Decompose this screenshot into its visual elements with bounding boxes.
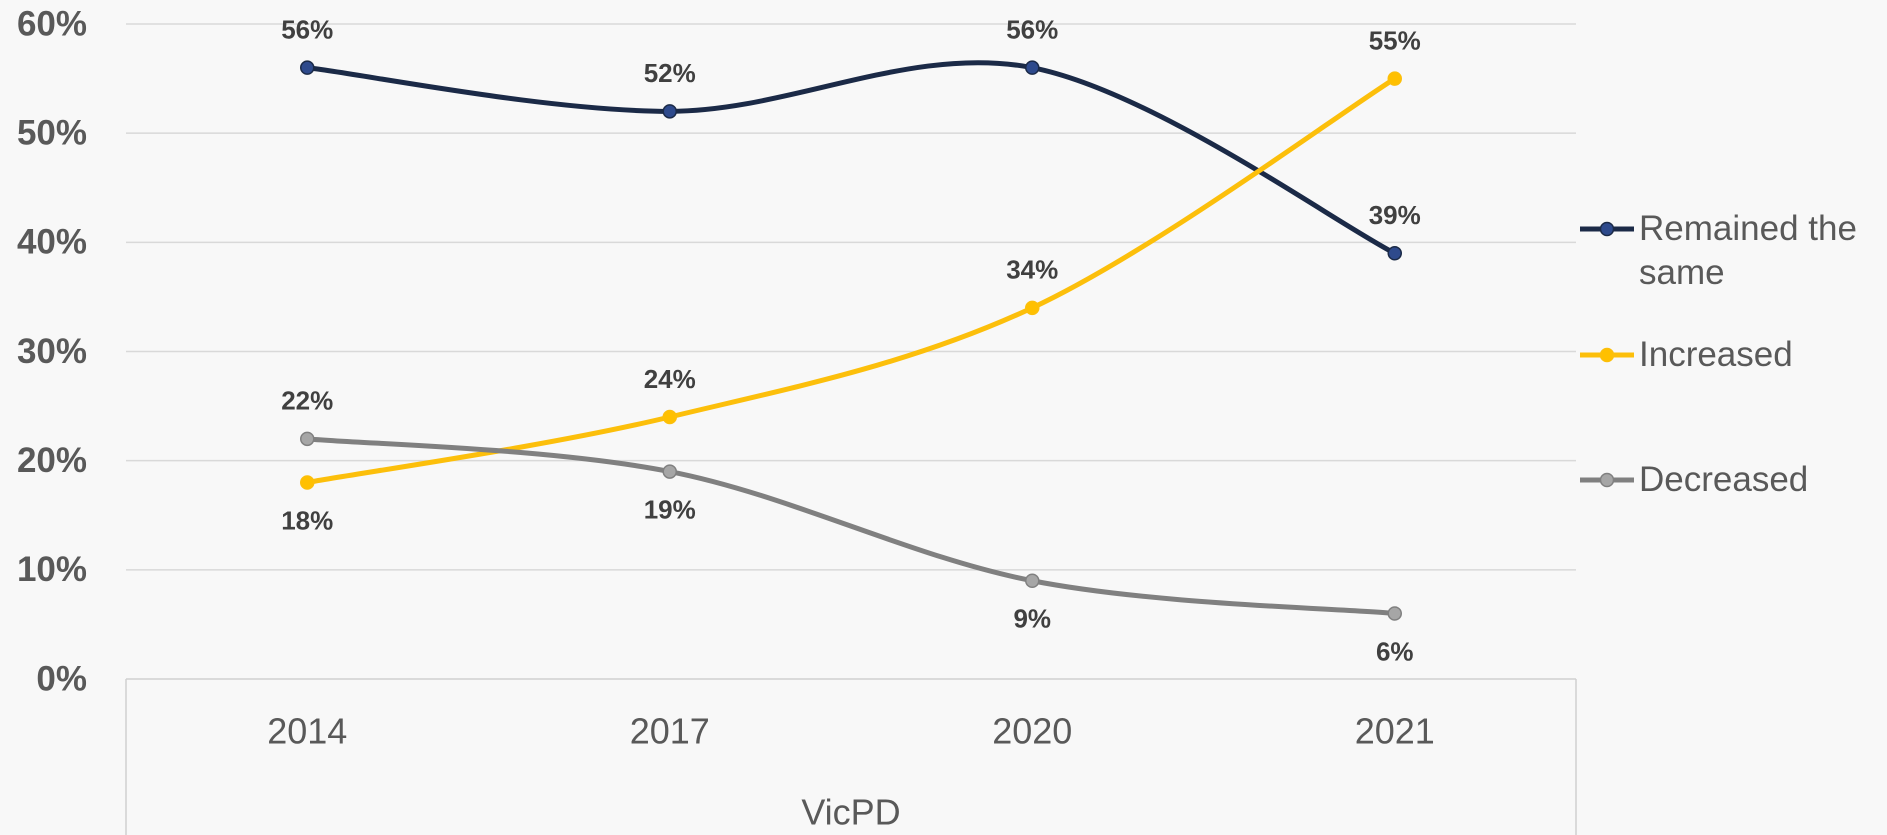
data-label: 34% — [1006, 255, 1058, 285]
marker — [300, 60, 315, 75]
data-label: 55% — [1369, 25, 1421, 55]
marker — [300, 475, 315, 490]
data-label: 56% — [281, 15, 333, 45]
legend-marker — [1599, 347, 1615, 363]
y-tick-label: 30% — [17, 332, 87, 371]
y-tick-label: 0% — [36, 659, 87, 698]
data-label: 56% — [1006, 15, 1058, 45]
data-label: 24% — [644, 364, 696, 394]
marker — [662, 464, 677, 479]
legend-label: Increased — [1639, 335, 1793, 374]
marker — [300, 431, 315, 447]
x-tick-label: 2021 — [1355, 711, 1435, 752]
data-label: 6% — [1376, 636, 1414, 666]
legend-label: Decreased — [1639, 460, 1809, 499]
data-label: 52% — [644, 58, 696, 88]
marker — [1025, 60, 1040, 75]
y-tick-label: 60% — [17, 4, 87, 43]
series-line — [304, 76, 1398, 485]
marker — [662, 104, 677, 119]
series-line — [304, 436, 1398, 616]
marker — [1387, 606, 1402, 621]
series-line — [304, 60, 1398, 256]
legend-marker — [1599, 472, 1615, 488]
y-tick-label: 10% — [17, 550, 87, 589]
marker — [662, 409, 677, 425]
y-tick-label: 40% — [17, 223, 87, 262]
x-tick-label: 2020 — [992, 711, 1072, 752]
data-label: 19% — [644, 494, 696, 524]
y-tick-label: 50% — [17, 113, 87, 152]
x-axis-title: VicPD — [801, 792, 900, 833]
x-tick-label: 2017 — [630, 711, 710, 752]
marker — [1025, 300, 1040, 316]
marker — [1387, 246, 1402, 261]
data-label: 9% — [1013, 604, 1051, 634]
y-tick-label: 20% — [17, 441, 87, 480]
legend-label: Remained the same — [1639, 209, 1857, 292]
x-tick-label: 2014 — [267, 711, 347, 752]
legend-marker — [1599, 221, 1615, 237]
data-label: 18% — [281, 505, 333, 535]
data-label: 39% — [1369, 200, 1421, 230]
marker — [1387, 71, 1402, 86]
marker — [1025, 573, 1040, 588]
data-label: 22% — [281, 386, 333, 416]
